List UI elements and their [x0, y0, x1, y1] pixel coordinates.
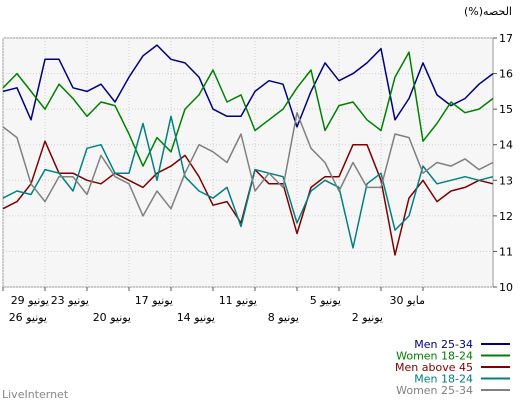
legend-label: Women 18-24 [396, 350, 473, 363]
series-line-women-18-24 [2, 51, 494, 167]
series-line-men-25-34 [2, 44, 494, 128]
x-tick-label: 20 يونيو [93, 311, 131, 324]
x-tick-label: 29 يونيو [11, 294, 49, 307]
y-tick-label: 17 [499, 32, 513, 45]
y-tick-label: 12 [499, 210, 513, 223]
y-tick-label: 13 [499, 174, 513, 187]
y-tick-label: 10 [499, 281, 513, 294]
series-line-women-25-34 [2, 111, 494, 217]
brand-logo-text: LiveInternet [2, 388, 69, 401]
y-axis-label: (%)الحصه [464, 5, 512, 18]
y-tick-label: 15 [499, 103, 513, 116]
x-tick-label: 14 يونيو [177, 311, 215, 324]
x-tick-label: 17 يونيو [135, 294, 173, 307]
x-tick-label: 30 مايو [390, 294, 426, 307]
legend-label: Women 25-34 [396, 384, 473, 397]
legend-label: Men above 45 [395, 361, 473, 374]
x-tick-label: 8 يونيو [268, 311, 299, 324]
x-tick-label: 5 يونيو [310, 294, 341, 307]
x-tick-label: 26 يونيو [9, 311, 47, 324]
y-tick-label: 11 [499, 245, 513, 258]
y-tick-label: 16 [499, 68, 513, 81]
y-tick-label: 14 [499, 139, 513, 152]
x-tick-label: 11 يونيو [219, 294, 257, 307]
y-axis: 10 11 12 13 14 15 16 17 [493, 32, 513, 294]
legend-label: Men 18-24 [414, 373, 473, 386]
x-tick-label: 23 يونيو [51, 294, 89, 307]
x-axis: 29 يونيو 26 يونيو 23 يونيو 20 يونيو 17 يونيو… [2, 287, 426, 324]
x-tick-label: 2 يونيو [352, 311, 383, 324]
legend-label: Men 25-34 [414, 338, 473, 351]
series-line-men-18-24 [2, 115, 494, 249]
grid [2, 37, 493, 288]
series-lines [2, 44, 494, 256]
